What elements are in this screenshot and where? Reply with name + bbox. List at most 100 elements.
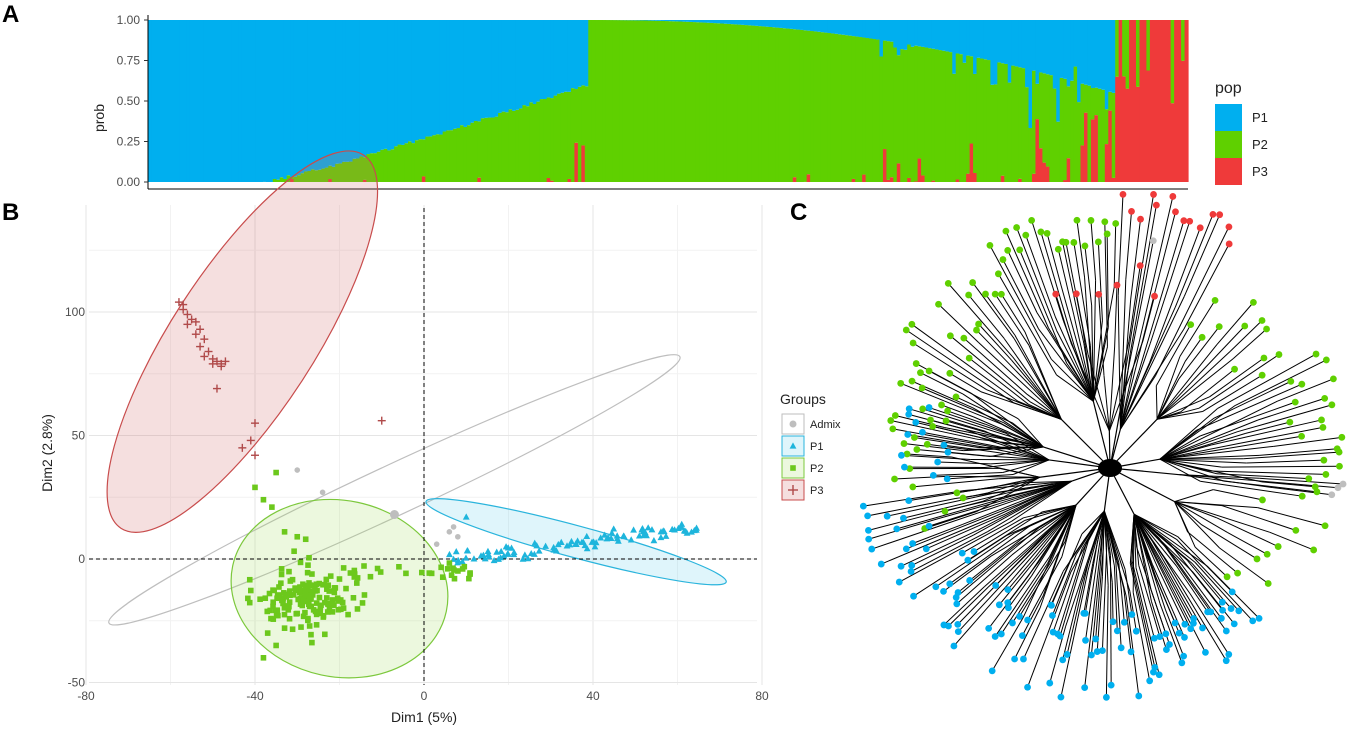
- structure-bar-p2: [775, 27, 780, 183]
- pca-point-admix: [433, 541, 440, 547]
- tree-tip-p2: [1070, 239, 1078, 246]
- pca-point-p2: [298, 624, 304, 630]
- tree-branch-inner: [1133, 513, 1159, 569]
- pca-point-p2: [419, 569, 425, 576]
- pca-x-tick-label: 80: [755, 689, 769, 703]
- tree-branch-inner: [989, 450, 1050, 461]
- structure-bar-p2: [515, 109, 520, 182]
- structure-bar-p1: [1087, 20, 1092, 86]
- structure-bar-p2: [570, 88, 575, 182]
- tree-tip-p1: [958, 549, 966, 557]
- structure-bar-p1: [411, 20, 416, 144]
- tree-tip-p1: [1049, 612, 1056, 619]
- structure-bar-p2: [720, 23, 725, 182]
- tree-branch-tip: [1118, 562, 1125, 623]
- structure-bar-p2: [803, 30, 808, 182]
- structure-bar-p3: [1115, 76, 1120, 182]
- structure-bar-p1: [553, 20, 558, 96]
- pca-point-p2: [273, 642, 279, 649]
- tree-branch-tip: [1259, 448, 1338, 456]
- structure-bar-p2: [276, 179, 281, 182]
- structure-bar-p2: [733, 24, 738, 183]
- structure-bar-p1: [154, 20, 159, 182]
- tree-branch-tip: [1202, 374, 1263, 412]
- tree-branch-inner: [1002, 459, 1050, 473]
- tree-tip-p1: [940, 621, 948, 629]
- tree-tip-p2: [1336, 462, 1343, 470]
- tree-branch-inner: [1014, 504, 1077, 547]
- tree-tip-p2: [1260, 354, 1268, 362]
- structure-bar-p2: [907, 44, 912, 178]
- pca-point-p1: [650, 536, 658, 544]
- tree-branch-inner: [1119, 306, 1176, 430]
- structure-bar-p1: [148, 20, 153, 182]
- tree-branch-inner: [977, 341, 1062, 420]
- tree-branch-inner: [939, 480, 1072, 513]
- structure-bar-p1: [803, 20, 808, 31]
- structure-bar-p1: [1101, 20, 1106, 90]
- structure-bar-p1: [921, 20, 926, 47]
- structure-bar-p1: [574, 20, 579, 90]
- pca-point-p2: [262, 595, 269, 602]
- structure-bar-p3: [1177, 20, 1182, 182]
- tree-branch-inner: [1119, 296, 1185, 430]
- tree-tip-p2: [1319, 424, 1327, 431]
- structure-bar-p1: [307, 20, 312, 171]
- tree-tip-p1: [1099, 647, 1106, 655]
- structure-bar-p2: [456, 128, 461, 182]
- structure-bar-p3: [931, 180, 936, 182]
- tree-tip-p2: [1291, 398, 1299, 406]
- structure-bar-p3: [1132, 20, 1137, 182]
- tree-tip-p1: [912, 418, 920, 426]
- structure-bar-p2: [553, 95, 558, 182]
- structure-bar-p2: [751, 25, 756, 183]
- tree-tip-p1: [985, 624, 993, 632]
- tree-branch-inner: [1155, 385, 1158, 420]
- structure-bar-p2: [657, 20, 662, 182]
- tree-tip-p1: [1178, 659, 1186, 667]
- tree-branch-inner: [985, 455, 1049, 461]
- tree-tip-p1: [1080, 609, 1088, 617]
- tree-tip-p2: [1328, 401, 1336, 409]
- structure-bar-p3: [550, 180, 555, 182]
- structure-bar-p3: [889, 177, 894, 182]
- tree-branch-tip: [1007, 250, 1038, 313]
- tree-branch-tip: [1243, 451, 1340, 460]
- tree-branch-tip: [1234, 359, 1327, 406]
- structure-bar-p1: [300, 20, 305, 174]
- structure-bar-p2: [858, 37, 863, 182]
- structure-bar-p2: [848, 35, 853, 182]
- pca-point-p2: [278, 566, 285, 572]
- tree-tip-p2: [1305, 475, 1313, 483]
- pca-point-p2: [306, 601, 312, 608]
- tree-branch-inner: [1117, 295, 1121, 430]
- tree-tip-p2: [960, 334, 968, 342]
- tree-branch-inner: [1108, 340, 1144, 432]
- structure-bar-p2: [328, 165, 333, 180]
- tree-branch-tip: [1187, 531, 1238, 574]
- tree-tip-p2: [913, 446, 921, 453]
- tree-tip-p1: [1127, 648, 1135, 656]
- structure-bar-p2: [373, 153, 378, 182]
- structure-bar-p2: [647, 20, 652, 182]
- tree-tip-p1: [1024, 616, 1031, 624]
- pca-point-p1: [682, 527, 690, 534]
- structure-bar-p1: [581, 20, 586, 86]
- tree-tip-p3: [1072, 290, 1080, 298]
- pca-point-p3: [196, 325, 205, 334]
- tree-tip-p2: [944, 407, 951, 415]
- tree-branch-inner: [1014, 334, 1062, 420]
- structure-bar-p2: [758, 26, 763, 182]
- pca-point-p2: [270, 599, 276, 606]
- tree-tip-p2: [1253, 555, 1261, 563]
- structure-bar-p1: [824, 20, 829, 33]
- structure-bar-p2: [404, 143, 409, 182]
- structure-bar-p1: [227, 20, 232, 182]
- tree-branch-tip: [911, 534, 974, 566]
- tree-tip-p1: [1255, 614, 1263, 622]
- pca-point-p2: [321, 581, 328, 588]
- tree-tip-p2: [1320, 456, 1328, 464]
- structure-bar-p1: [200, 20, 205, 182]
- tree-branch-inner: [1133, 513, 1160, 539]
- pca-point-p2: [264, 630, 271, 636]
